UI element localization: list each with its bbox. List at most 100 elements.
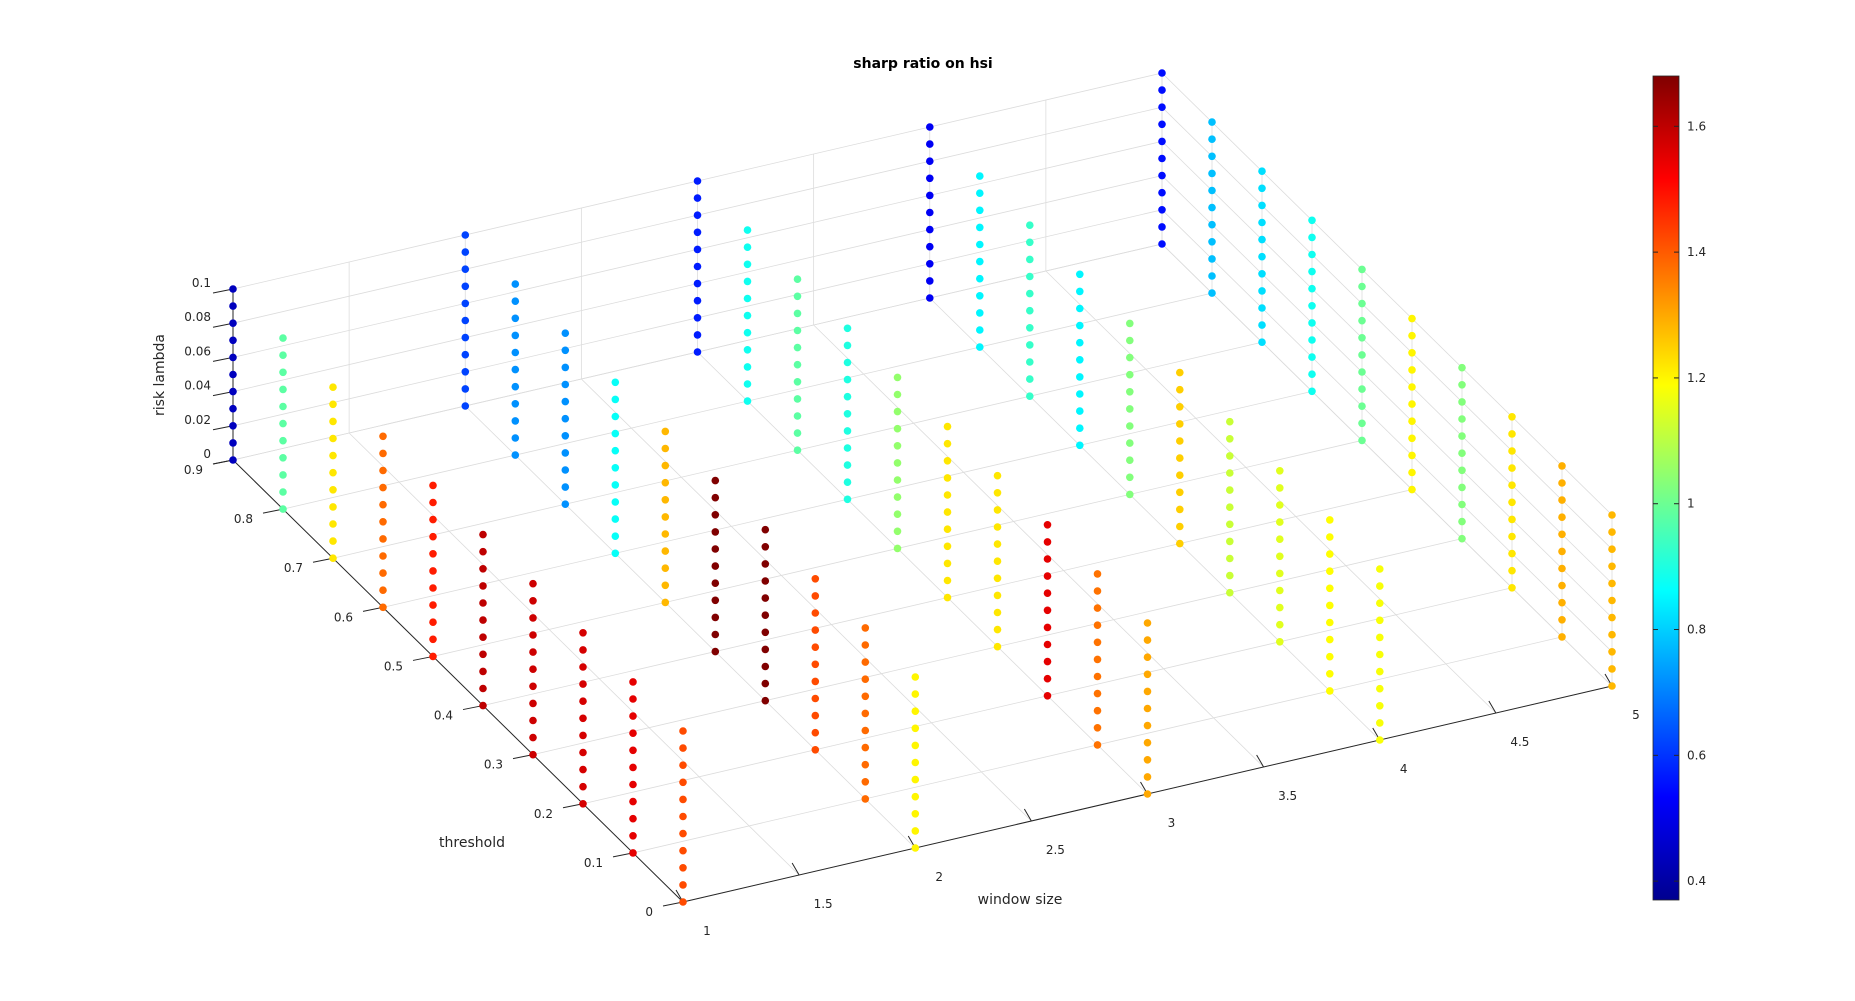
data-point: [993, 574, 1002, 583]
data-point: [461, 368, 470, 376]
data-point: [911, 741, 920, 750]
data-point: [693, 177, 702, 185]
data-point: [561, 500, 570, 509]
data-point: [1558, 598, 1566, 607]
data-point: [1608, 545, 1616, 553]
data-point: [579, 629, 587, 637]
data-point: [861, 692, 870, 701]
data-point: [461, 299, 470, 308]
data-point: [1408, 485, 1416, 494]
data-point: [1176, 471, 1184, 480]
data-point: [1358, 419, 1366, 428]
data-point: [629, 797, 637, 806]
data-point: [661, 478, 670, 487]
data-point: [943, 593, 952, 602]
data-point: [1358, 299, 1366, 308]
data-point: [926, 191, 934, 200]
data-point: [229, 336, 237, 345]
data-point: [1376, 599, 1384, 607]
data-point: [1208, 203, 1216, 212]
data-point: [1176, 522, 1184, 531]
data-point: [993, 608, 1002, 617]
data-point: [1558, 462, 1566, 470]
data-point: [911, 673, 920, 681]
data-point: [1408, 417, 1416, 426]
data-point: [1208, 255, 1216, 263]
data-point: [479, 701, 487, 710]
data-point: [976, 343, 984, 351]
data-point: [429, 498, 437, 507]
data-point: [711, 511, 720, 519]
data-point: [611, 446, 620, 455]
x-tick-label: 2: [935, 870, 943, 884]
data-point: [861, 709, 870, 718]
colorbar-tick-label: 1.2: [1687, 371, 1706, 385]
data-point: [861, 760, 870, 769]
data-point: [1226, 537, 1234, 546]
data-point: [1508, 498, 1516, 507]
data-point: [1093, 621, 1102, 629]
data-point: [761, 628, 770, 637]
data-point: [1376, 684, 1384, 693]
data-point: [1208, 186, 1216, 195]
data-point: [1026, 289, 1034, 298]
data-point: [743, 260, 752, 269]
data-point: [679, 898, 687, 906]
data-point: [1458, 381, 1466, 389]
data-point: [1508, 413, 1516, 421]
data-point: [479, 565, 487, 573]
data-point: [679, 829, 687, 838]
data-point: [976, 189, 984, 197]
data-point: [529, 699, 537, 708]
data-point: [611, 515, 620, 523]
data-point: [793, 309, 802, 318]
data-point: [629, 678, 637, 686]
data-point: [1076, 270, 1084, 279]
data-point: [976, 309, 984, 317]
data-point: [911, 792, 920, 801]
data-point: [1308, 250, 1316, 259]
data-point: [1026, 221, 1034, 229]
data-point: [943, 576, 952, 585]
data-point: [1043, 572, 1052, 580]
data-point: [1176, 368, 1184, 377]
data-point: [926, 294, 934, 302]
data-point: [893, 510, 902, 518]
data-point: [926, 174, 934, 183]
data-point: [1608, 596, 1616, 605]
data-point: [629, 729, 637, 737]
side-wall-grid-line: [1161, 72, 1613, 516]
data-point: [1126, 456, 1134, 465]
data-point: [1308, 370, 1316, 379]
data-point: [1043, 674, 1052, 683]
data-point: [1176, 454, 1184, 462]
data-point: [793, 412, 802, 420]
data-point: [1226, 571, 1234, 580]
data-point: [229, 285, 237, 293]
data-point: [629, 763, 637, 772]
grid-layer: [232, 72, 1613, 903]
data-point: [679, 846, 687, 855]
data-point: [793, 395, 802, 403]
data-point: [1093, 706, 1102, 715]
data-point: [1176, 420, 1184, 428]
chart-title: sharp ratio on hsi: [853, 56, 992, 72]
data-point: [1143, 687, 1152, 696]
data-point: [811, 746, 820, 754]
data-point: [1043, 555, 1052, 563]
data-point: [1158, 120, 1166, 129]
data-point: [461, 316, 470, 325]
data-point: [743, 328, 752, 337]
data-point: [993, 642, 1002, 651]
y-tick-label: 0.3: [484, 758, 503, 772]
data-point: [1258, 304, 1266, 312]
side-wall-grid-line: [1161, 209, 1613, 653]
y-tick-label: 0.8: [234, 512, 253, 526]
data-point: [429, 515, 437, 524]
x-tick-label: 4.5: [1510, 735, 1529, 749]
data-point: [926, 242, 934, 251]
data-point: [1093, 638, 1102, 647]
data-point: [793, 429, 802, 437]
data-point: [943, 491, 952, 499]
